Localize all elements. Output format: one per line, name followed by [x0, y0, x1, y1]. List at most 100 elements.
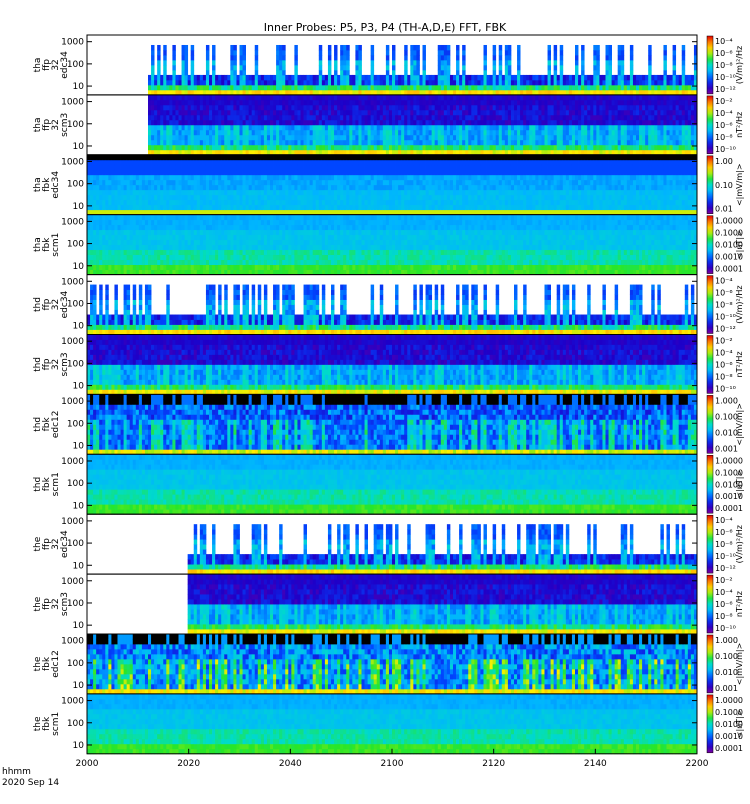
spectrogram-cell [337, 140, 340, 145]
spectrogram-cell [639, 100, 642, 105]
spectrogram-cell [215, 125, 218, 130]
spectrogram-cell [575, 100, 578, 105]
spectrogram-cell [172, 170, 175, 175]
spectrogram-cell [316, 75, 319, 80]
spectrogram-cell [362, 125, 365, 130]
spectrogram-cell [102, 160, 105, 165]
spectrogram-cell [676, 110, 679, 115]
spectrogram-cell [663, 95, 666, 100]
spectrogram-cell [609, 125, 612, 130]
spectrogram-cell [166, 155, 169, 160]
spectrogram-cell [215, 85, 218, 90]
spectrogram-cell [249, 135, 252, 140]
spectrogram-cell [410, 175, 413, 180]
spectrogram-cell [487, 190, 490, 195]
spectrogram-cell [511, 80, 514, 85]
spectrogram-cell [371, 45, 374, 50]
spectrogram-cell [450, 195, 453, 200]
spectrogram-cell [499, 105, 502, 110]
spectrogram-cell [346, 95, 349, 100]
spectrogram-cell [618, 105, 621, 110]
spectrogram-cell [410, 180, 413, 185]
spectrogram-cell [386, 165, 389, 170]
spectrogram-cell [288, 130, 291, 135]
spectrogram-cell [477, 200, 480, 205]
spectrogram-cell [419, 180, 422, 185]
spectrogram-cell [243, 190, 246, 195]
spectrogram-cell [499, 55, 502, 60]
spectrogram-cell [319, 60, 322, 65]
spectrogram-cell [337, 80, 340, 85]
spectrogram-cell [261, 120, 264, 125]
spectrogram-cell [224, 120, 227, 125]
spectrogram-cell [612, 85, 615, 90]
spectrogram-cell [636, 100, 639, 105]
spectrogram-cell [279, 195, 282, 200]
spectrogram-cell [267, 125, 270, 130]
spectrogram-cell [465, 160, 468, 165]
spectrogram-cell [334, 70, 337, 75]
spectrogram-cell [676, 145, 679, 150]
spectrogram-cell [218, 105, 221, 110]
spectrogram-cell [355, 70, 358, 75]
spectrogram-cell [410, 170, 413, 175]
spectrogram-cell [508, 95, 511, 100]
spectrogram-cell [517, 140, 520, 145]
spectrogram-cell [648, 70, 651, 75]
spectrogram-cell [645, 105, 648, 110]
spectrogram-cell [645, 80, 648, 85]
spectrogram-cell [249, 185, 252, 190]
spectrogram-cell [200, 190, 203, 195]
spectrogram-cell [529, 85, 532, 90]
spectrogram-cell [227, 155, 230, 160]
spectrogram-cell [243, 140, 246, 145]
spectrogram-cell [105, 180, 108, 185]
spectrogram-cell [96, 165, 99, 170]
spectrogram-cell [541, 100, 544, 105]
spectrogram-cell [252, 180, 255, 185]
spectrogram-cell [343, 155, 346, 160]
spectrogram-cell [584, 130, 587, 135]
spectrogram-cell [508, 50, 511, 55]
spectrogram-cell [645, 130, 648, 135]
spectrogram-cell [453, 85, 456, 90]
spectrogram-cell [578, 100, 581, 105]
spectrogram-cell [401, 125, 404, 130]
spectrogram-cell [340, 65, 343, 70]
spectrogram-cell [670, 115, 673, 120]
spectrogram-cell [279, 75, 282, 80]
spectrogram-cell [304, 155, 307, 160]
spectrogram-cell [346, 70, 349, 75]
spectrogram-cell [480, 195, 483, 200]
spectrogram-cell [175, 165, 178, 170]
spectrogram-cell [236, 85, 239, 90]
spectrogram-cell [206, 205, 209, 210]
spectrogram-cell [645, 140, 648, 145]
spectrogram-cell [462, 80, 465, 85]
spectrogram-cell [96, 195, 99, 200]
spectrogram-cell [365, 195, 368, 200]
spectrogram-cell [392, 75, 395, 80]
spectrogram-cell [151, 115, 154, 120]
spectrogram-cell [371, 135, 374, 140]
spectrogram-cell [322, 195, 325, 200]
spectrogram-cell [465, 120, 468, 125]
spectrogram-cell [493, 180, 496, 185]
spectrogram-cell [291, 190, 294, 195]
chart-title: Inner Probes: P5, P3, P4 (TH-A,D,E) FFT,… [0, 21, 750, 34]
spectrogram-cell [398, 205, 401, 210]
spectrogram-cell [453, 185, 456, 190]
spectrogram-cell [310, 160, 313, 165]
spectrogram-cell [389, 175, 392, 180]
spectrogram-cell [572, 105, 575, 110]
spectrogram-cell [282, 70, 285, 75]
spectrogram-cell [514, 85, 517, 90]
spectrogram-cell [157, 140, 160, 145]
spectrogram-cell [563, 135, 566, 140]
spectrogram-cell [206, 100, 209, 105]
spectrogram-cell [111, 170, 114, 175]
spectrogram-cell [441, 175, 444, 180]
spectrogram-cell [163, 175, 166, 180]
spectrogram-cell [124, 195, 127, 200]
spectrogram-cell [392, 160, 395, 165]
